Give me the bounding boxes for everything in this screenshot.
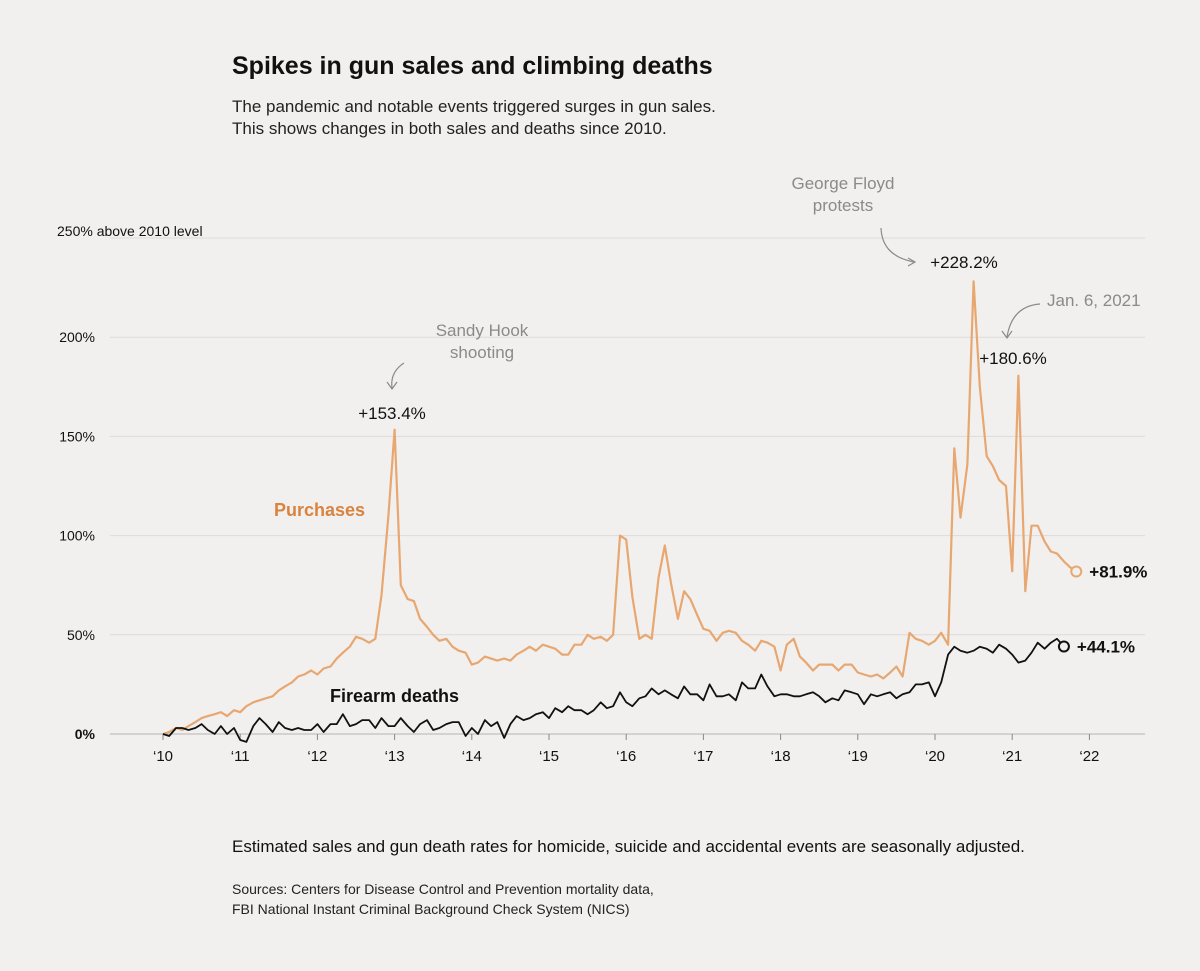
deaths-end-label: +44.1% [1077, 638, 1135, 657]
source-line: Sources: Centers for Disease Control and… [232, 881, 654, 897]
chart-title: Spikes in gun sales and climbing deaths [232, 52, 713, 80]
event-annotation: Jan. 6, 2021 [1047, 291, 1141, 310]
series-lines [162, 280, 1083, 743]
subtitle-line: The pandemic and notable events triggere… [232, 97, 716, 116]
x-tick-label: ‘20 [925, 748, 945, 765]
y-tick-label: 250% above 2010 level [57, 223, 203, 239]
deaths-line [162, 637, 1065, 743]
source-line: FBI National Instant Criminal Background… [232, 901, 630, 917]
event-annotation-line: Sandy Hook [436, 321, 529, 340]
annotation-arrow [391, 362, 405, 389]
arrowhead [907, 257, 917, 267]
chart-note: Estimated sales and gun death rates for … [232, 837, 1025, 856]
x-tick-label: ‘21 [1002, 748, 1022, 765]
annotations: +81.9% +44.1% Purchases Firearm deaths Sandy… [274, 174, 1147, 706]
x-tick-label: ‘12 [307, 748, 327, 765]
peak-annotation: +228.2% [930, 253, 998, 272]
x-tick-label: ‘22 [1079, 748, 1099, 765]
purchases-end-label: +81.9% [1089, 563, 1147, 582]
line-chart: 0% 50% 100% 150% 200% 250% above 2010 level ‘1… [57, 174, 1147, 765]
x-tick-label: ‘10 [153, 748, 173, 765]
arrowhead [386, 381, 398, 391]
purchases-end-marker [1070, 565, 1083, 578]
arrowhead [1001, 330, 1013, 340]
chart-subtitle: The pandemic and notable events triggere… [232, 96, 932, 140]
event-annotation-line: George Floyd [792, 174, 895, 193]
y-tick-label: 0% [75, 726, 96, 742]
subtitle-line: This shows changes in both sales and dea… [232, 119, 667, 138]
x-tick-label: ‘11 [231, 748, 250, 765]
axes: 0% 50% 100% 150% 200% 250% above 2010 level ‘1… [57, 223, 1099, 765]
purchases-series-label: Purchases [274, 500, 365, 520]
purchases-line [162, 280, 1077, 736]
peak-annotation: +153.4% [358, 404, 426, 423]
x-tick-label: ‘16 [616, 748, 636, 765]
y-tick-label: 50% [67, 627, 95, 643]
event-annotation: George Floyd protests [792, 174, 895, 215]
peak-annotation: +180.6% [979, 349, 1047, 368]
x-tick-label: ‘13 [385, 748, 405, 765]
event-annotation: Sandy Hook shooting [436, 321, 529, 362]
x-tick-label: ‘18 [771, 748, 791, 765]
event-annotation-line: Jan. 6, 2021 [1047, 291, 1141, 310]
x-tick-label: ‘14 [462, 748, 482, 765]
y-tick-label: 100% [59, 528, 95, 544]
x-tick-label: ‘15 [539, 748, 559, 765]
event-annotation-line: shooting [450, 343, 514, 362]
gridlines [110, 237, 1145, 735]
annotation-arrow [880, 227, 915, 263]
deaths-series-label: Firearm deaths [330, 686, 459, 706]
event-annotation-line: protests [813, 196, 873, 215]
x-tick-label: ‘17 [693, 748, 713, 765]
sources: Sources: Centers for Disease Control and… [232, 879, 654, 919]
deaths-end-marker [1057, 640, 1070, 653]
y-tick-label: 200% [59, 329, 95, 345]
y-tick-label: 150% [59, 428, 95, 444]
x-tick-label: ‘19 [848, 748, 868, 765]
annotation-arrow [1006, 303, 1041, 338]
